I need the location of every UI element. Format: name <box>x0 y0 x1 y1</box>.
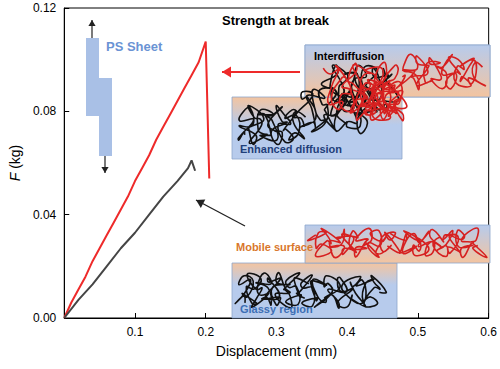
svg-text:0.04: 0.04 <box>33 208 57 222</box>
svg-text:0.08: 0.08 <box>33 104 57 118</box>
svg-text:F: F <box>7 172 23 182</box>
svg-text:Interdiffusion: Interdiffusion <box>314 50 385 62</box>
svg-text:Mobile surface: Mobile surface <box>236 241 313 253</box>
svg-text:PS Sheet: PS Sheet <box>106 39 163 54</box>
svg-text:Glassy region: Glassy region <box>240 303 313 315</box>
svg-text:0.6: 0.6 <box>480 325 497 339</box>
svg-text:0.00: 0.00 <box>33 311 57 325</box>
svg-text:0.4: 0.4 <box>339 325 356 339</box>
svg-text:Enhanced diffusion: Enhanced diffusion <box>240 143 342 155</box>
svg-text:Displacement (mm): Displacement (mm) <box>216 343 337 359</box>
svg-text:0.3: 0.3 <box>268 325 285 339</box>
svg-text:0.5: 0.5 <box>410 325 427 339</box>
svg-text:(kg): (kg) <box>7 145 23 173</box>
svg-text:0.12: 0.12 <box>33 1 57 15</box>
svg-text:Strength at break: Strength at break <box>222 13 330 28</box>
svg-text:0.2: 0.2 <box>197 325 214 339</box>
svg-text:0.1: 0.1 <box>127 325 144 339</box>
